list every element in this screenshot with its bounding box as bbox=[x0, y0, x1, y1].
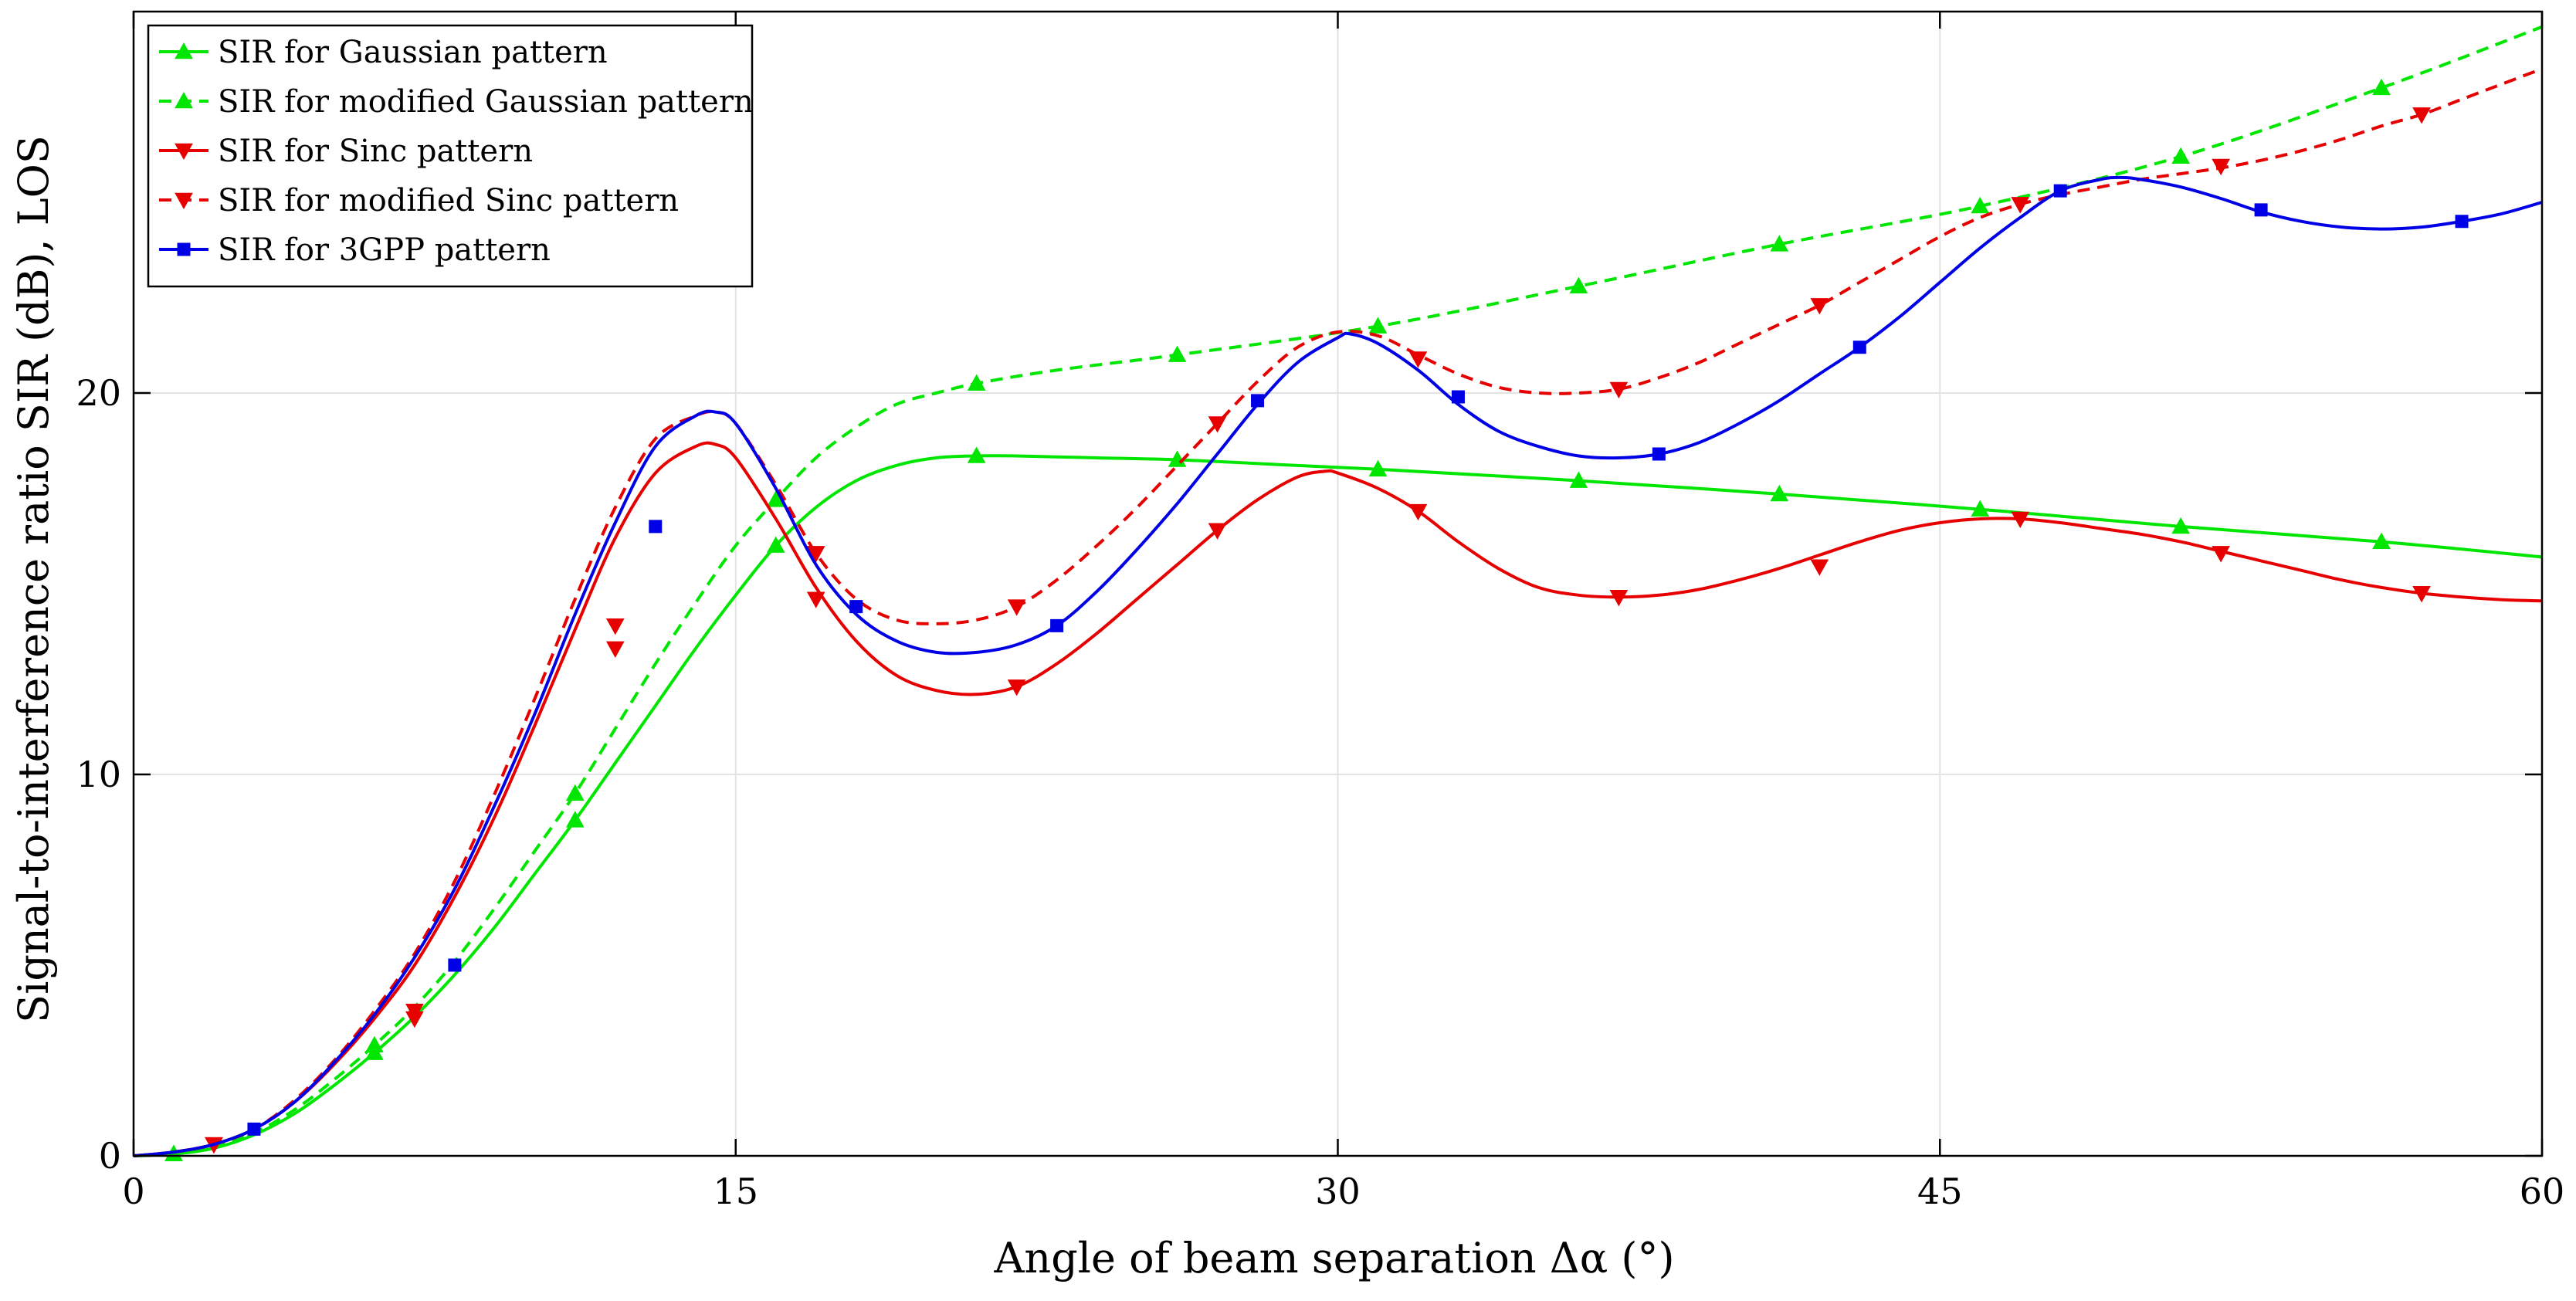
data-point bbox=[1770, 484, 1789, 502]
data-point bbox=[2372, 532, 2391, 549]
data-point bbox=[849, 600, 863, 614]
data-point bbox=[1208, 416, 1227, 433]
legend-entry: SIR for Sinc pattern bbox=[159, 134, 533, 169]
legend-entry: SIR for 3GPP pattern bbox=[159, 232, 551, 268]
legend-marker bbox=[177, 242, 191, 256]
data-point bbox=[1609, 589, 1629, 607]
legend-label: SIR for modified Sinc pattern bbox=[218, 183, 679, 219]
legend: SIR for Gaussian pattern SIR for modified… bbox=[147, 24, 754, 288]
data-point bbox=[766, 536, 785, 553]
y-tick-label: 0 bbox=[99, 1135, 121, 1177]
series-line bbox=[133, 67, 2543, 1157]
data-point bbox=[1569, 471, 1588, 488]
legend-label: SIR for Sinc pattern bbox=[218, 134, 533, 169]
legend-label: SIR for Gaussian pattern bbox=[218, 35, 608, 70]
data-point bbox=[2212, 546, 2230, 563]
y-tick-label: 10 bbox=[76, 754, 121, 795]
series-line bbox=[133, 175, 2543, 1157]
data-point bbox=[649, 520, 663, 534]
legend-entry: SIR for modified Sinc pattern bbox=[159, 183, 679, 219]
axis-ticks: 0 15 30 45 60 0 10 20 bbox=[76, 12, 2564, 1212]
legend-label: SIR for modified Gaussian pattern bbox=[218, 84, 754, 120]
data-point bbox=[448, 958, 462, 972]
data-point bbox=[1971, 500, 1990, 517]
data-point bbox=[2412, 107, 2431, 124]
legend-entry: SIR for Gaussian pattern bbox=[159, 35, 608, 70]
data-point bbox=[2455, 215, 2469, 229]
series-group bbox=[133, 25, 2543, 1161]
data-point bbox=[806, 591, 825, 608]
data-point bbox=[2053, 184, 2067, 198]
data-point bbox=[1569, 276, 1588, 293]
data-point bbox=[2212, 158, 2230, 176]
x-tick-label: 45 bbox=[1917, 1171, 1963, 1212]
legend-box bbox=[147, 24, 754, 288]
data-point bbox=[1652, 447, 1666, 461]
x-tick-label: 60 bbox=[2520, 1171, 2565, 1212]
data-point bbox=[1368, 317, 1388, 334]
y-axis-label: Signal-to-interference ratio SIR (dB), L… bbox=[9, 135, 58, 1023]
series-4 bbox=[133, 175, 2543, 1157]
data-point bbox=[2011, 511, 2030, 529]
data-point bbox=[605, 641, 625, 659]
legend-entry: SIR for modified Gaussian pattern bbox=[159, 84, 754, 120]
data-point bbox=[1451, 390, 1465, 404]
x-tick-label: 30 bbox=[1315, 1171, 1361, 1212]
series-3 bbox=[133, 67, 2543, 1157]
data-point bbox=[1007, 599, 1026, 616]
data-point bbox=[2254, 203, 2268, 217]
data-point bbox=[1007, 679, 1026, 696]
data-point bbox=[1810, 559, 1829, 576]
data-point bbox=[967, 374, 986, 391]
data-point bbox=[1770, 235, 1789, 252]
y-tick-label: 20 bbox=[76, 372, 121, 414]
legend-marker bbox=[175, 192, 193, 210]
series-1 bbox=[133, 25, 2543, 1161]
data-point bbox=[1251, 394, 1265, 408]
data-point bbox=[1810, 298, 1829, 315]
data-point bbox=[1168, 345, 1187, 362]
x-tick-label: 15 bbox=[713, 1171, 758, 1212]
data-point bbox=[247, 1122, 261, 1136]
series-line bbox=[133, 454, 2543, 1157]
data-point bbox=[1609, 381, 1629, 399]
data-point bbox=[967, 446, 986, 463]
data-point bbox=[1852, 340, 1866, 354]
data-point bbox=[1368, 459, 1388, 477]
data-point bbox=[1408, 503, 1428, 521]
data-point bbox=[365, 1035, 384, 1053]
data-point bbox=[2011, 197, 2030, 214]
x-axis-label: Angle of beam separation Δα (°) bbox=[993, 1234, 1674, 1282]
series-line bbox=[133, 25, 2543, 1157]
data-point bbox=[2412, 586, 2431, 603]
x-tick-label: 0 bbox=[122, 1171, 144, 1212]
data-point bbox=[806, 546, 825, 563]
series-line bbox=[133, 441, 2543, 1157]
legend-label: SIR for 3GPP pattern bbox=[218, 232, 551, 268]
data-point bbox=[1050, 618, 1064, 632]
data-point bbox=[1971, 196, 1990, 214]
data-point bbox=[605, 618, 625, 635]
data-point bbox=[2372, 78, 2391, 96]
data-point bbox=[405, 1003, 424, 1021]
data-point bbox=[1408, 351, 1428, 368]
legend-marker bbox=[175, 91, 193, 109]
data-point bbox=[2171, 517, 2190, 534]
legend-marker bbox=[175, 143, 193, 161]
legend-marker bbox=[175, 42, 193, 59]
data-point bbox=[565, 811, 585, 828]
data-point bbox=[1208, 523, 1227, 540]
data-point bbox=[2171, 147, 2190, 164]
data-point bbox=[565, 784, 585, 801]
series-2 bbox=[133, 441, 2543, 1157]
